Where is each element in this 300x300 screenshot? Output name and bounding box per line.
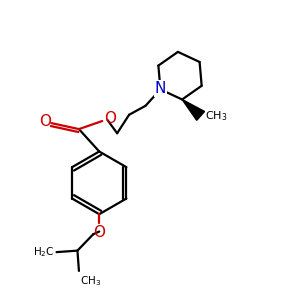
- Text: O: O: [39, 114, 51, 129]
- Text: CH$_3$: CH$_3$: [80, 274, 102, 288]
- Polygon shape: [182, 100, 205, 120]
- Text: H$_2$C: H$_2$C: [33, 245, 54, 259]
- Text: O: O: [104, 111, 116, 126]
- Text: CH$_3$: CH$_3$: [206, 110, 228, 123]
- Text: O: O: [93, 225, 105, 240]
- Text: N: N: [155, 81, 166, 96]
